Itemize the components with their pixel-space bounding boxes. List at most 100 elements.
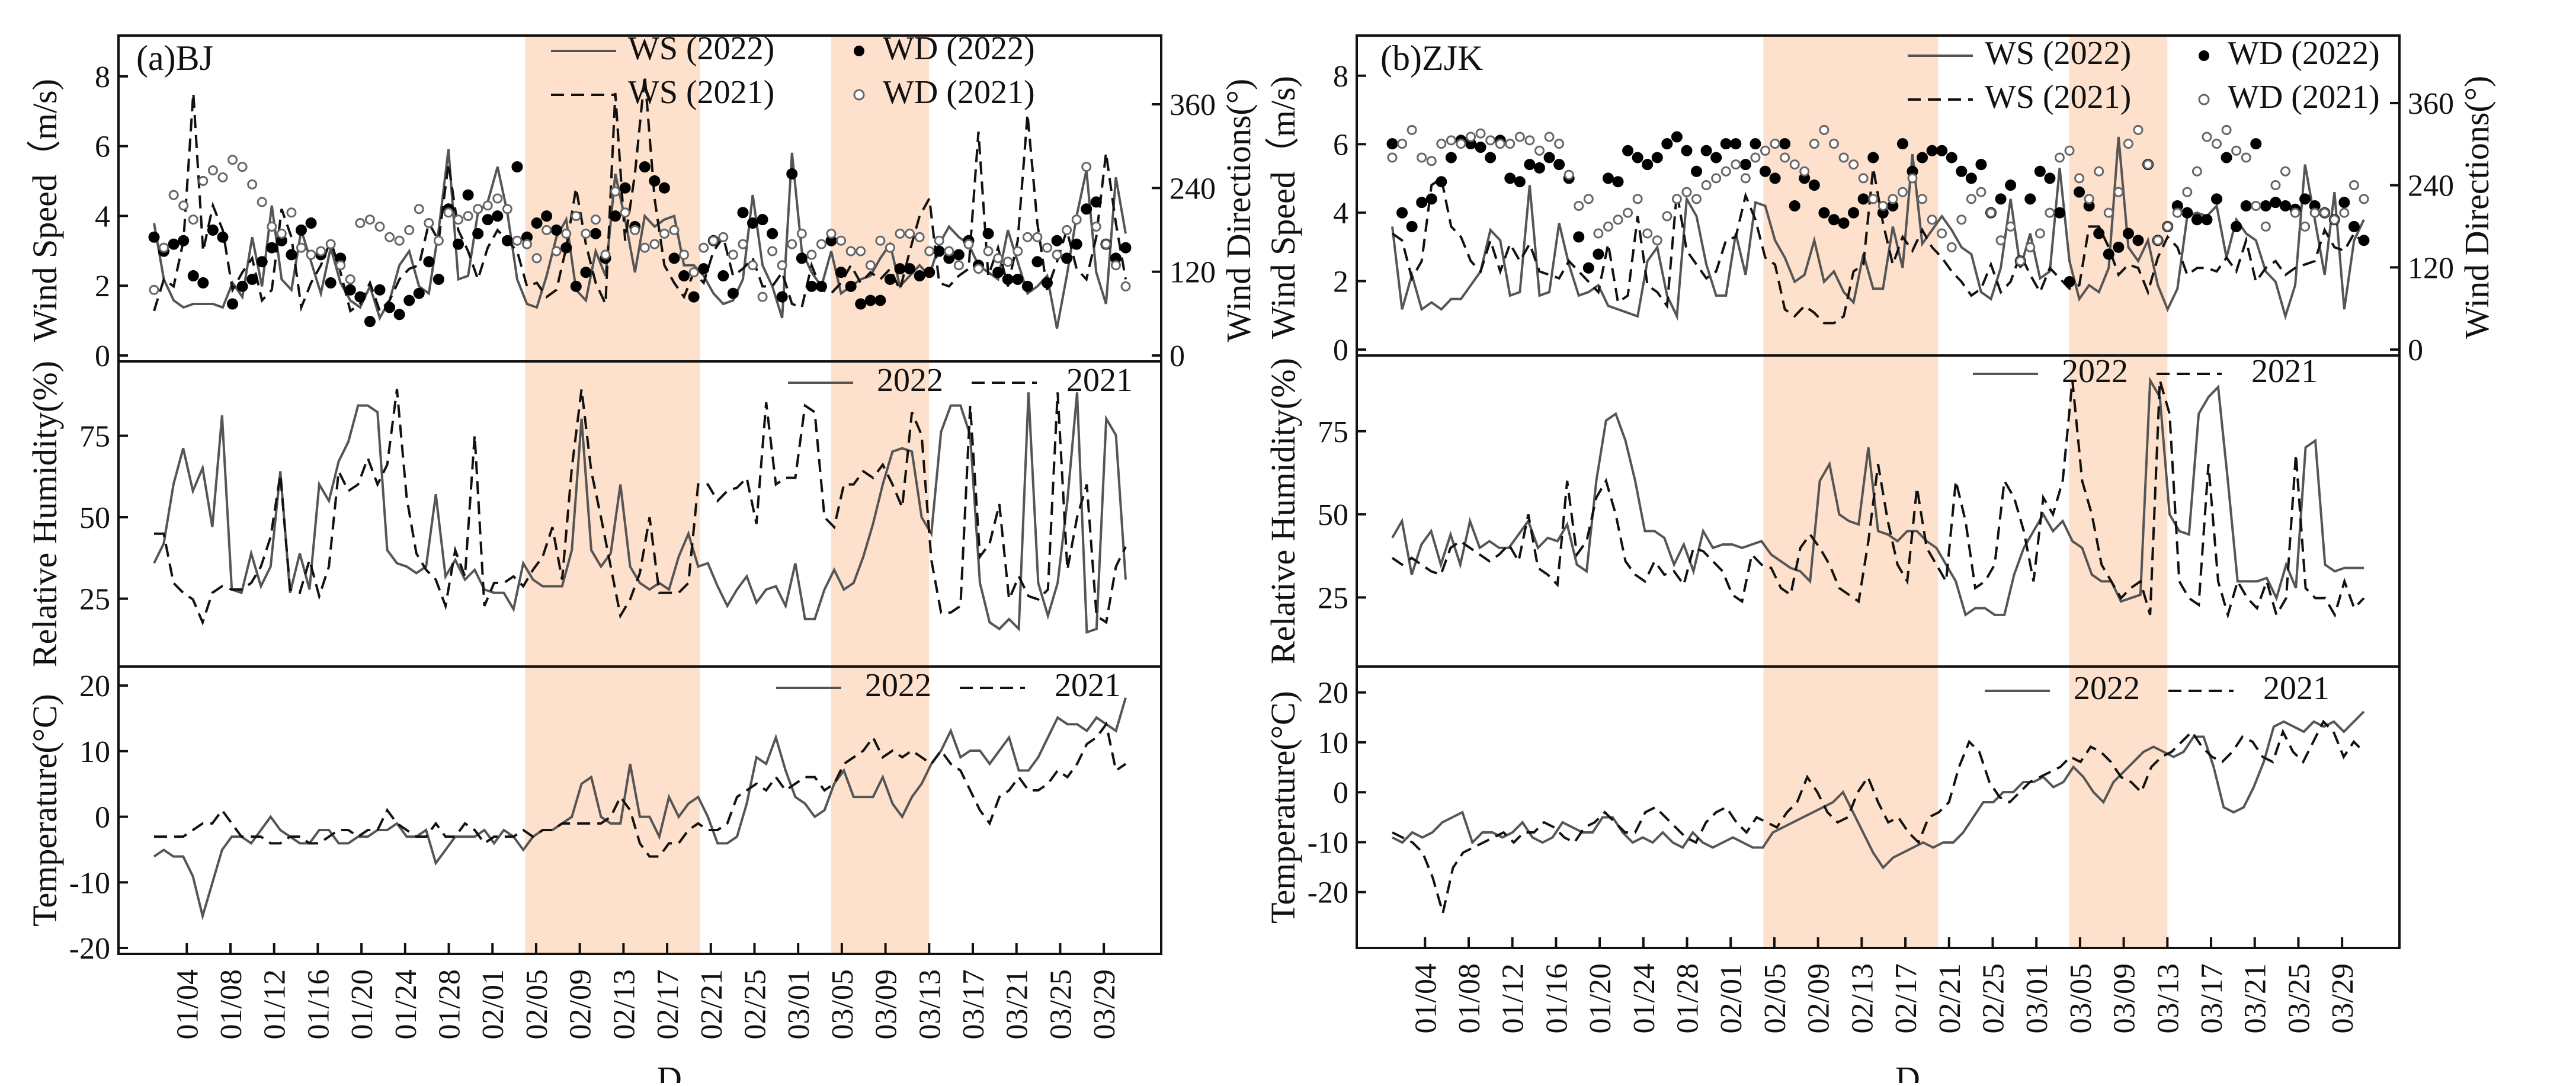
wd2021-point: [453, 214, 464, 225]
date-tick-label: 02/09: [1802, 963, 1836, 1033]
wd2021-point: [757, 291, 768, 302]
wd2021-point: [993, 253, 1004, 264]
wd2021-point: [2172, 207, 2183, 218]
wd2022-point: [1553, 159, 1565, 171]
wd2022-point: [2250, 138, 2262, 150]
t-line-2022: [1392, 710, 2365, 870]
wd2022-point: [1425, 193, 1437, 205]
wd2021-point: [1819, 124, 1830, 135]
wd2021-point: [1071, 214, 1082, 225]
wd2021-point: [1740, 173, 1751, 184]
wd2022-point: [786, 168, 798, 180]
wd2021-point: [620, 207, 630, 218]
ws-axis-tick-label: 2: [1333, 265, 1348, 299]
wd2022-point: [1651, 152, 1663, 164]
wd2022-point: [2103, 248, 2114, 260]
wd2022-point: [1445, 152, 1457, 164]
wd2021-point: [2251, 200, 2261, 211]
wd2021-point: [2064, 145, 2075, 156]
wd2021-point: [296, 242, 306, 253]
wd2021-point: [1593, 228, 1604, 239]
wd2021-point: [2309, 207, 2320, 218]
wd2021-point: [973, 264, 984, 274]
wd2021-point: [316, 246, 326, 257]
wd2021-point: [1956, 214, 1967, 225]
legend-rh2021-label: 2021: [1066, 362, 1133, 399]
wd2021-point: [905, 228, 915, 239]
wd2021-point: [1828, 139, 1839, 149]
wd2022-point: [511, 161, 523, 173]
wd2022-point: [1475, 141, 1486, 153]
wd2022-point: [1838, 217, 1850, 229]
wd2021-point: [1701, 180, 1712, 191]
wd2021-point: [787, 239, 797, 249]
wd2022-point: [413, 287, 425, 299]
wd2022-point: [2034, 165, 2046, 177]
legend-t2022-label: 2022: [2074, 670, 2140, 707]
wd2022-point: [2132, 235, 2144, 246]
date-tick-label: 02/13: [607, 969, 641, 1039]
wd2021-point: [669, 225, 680, 235]
legend-ws2021-label: WS (2021): [628, 74, 774, 111]
wd2022-point: [2240, 200, 2252, 212]
wd2021-point: [1888, 194, 1898, 204]
wd2021-point: [2359, 194, 2369, 204]
wd2022-point: [1632, 152, 1643, 164]
date-tick-label: 02/05: [520, 969, 554, 1039]
wd2021-point: [1858, 173, 1869, 184]
wd2022-point: [384, 302, 396, 313]
wd2021-point: [1966, 194, 1976, 204]
wd2021-point: [237, 162, 248, 172]
wd2021-point: [1937, 228, 1947, 239]
wd2022-point: [835, 267, 847, 278]
wd2022-point: [217, 231, 229, 243]
panel-title: (a)BJ: [136, 39, 213, 78]
legend-rh2022-label: 2022: [2062, 353, 2128, 390]
date-tick-label: 01/04: [1409, 963, 1443, 1033]
date-tick-label: 01/16: [302, 969, 335, 1039]
wd2021-point: [1848, 159, 1859, 170]
legend-ws2022-label: WS (2022): [628, 30, 774, 67]
rh-axis-tick-label: 75: [1318, 415, 1348, 449]
wd2021-point: [542, 225, 552, 235]
wd2021-point: [2202, 132, 2212, 142]
wd2021-point: [2290, 207, 2301, 218]
wd2022-point: [1012, 273, 1024, 285]
wd2022-point: [374, 284, 386, 296]
wd2021-point: [2113, 187, 2124, 197]
wd2022-point: [1061, 252, 1073, 264]
wd2021-point: [1554, 139, 1565, 149]
wd2021-point: [443, 207, 454, 218]
rh-axis-tick-label: 50: [1318, 498, 1348, 532]
ws-axis-tick-label: 8: [1333, 60, 1348, 94]
wd2022-point: [1681, 145, 1693, 156]
rh-line-2022: [1391, 376, 2364, 617]
wd2022-point: [1779, 138, 1791, 150]
wd2022-point: [1612, 176, 1624, 188]
wd2022-point: [1533, 162, 1545, 174]
wd2021-point: [1563, 169, 1574, 180]
wd2021-point: [1436, 139, 1447, 149]
wd2021-point: [571, 211, 581, 222]
wd2021-point: [1495, 139, 1505, 149]
wd2022-point: [678, 270, 690, 282]
wd2021-point: [1574, 200, 1584, 211]
wd-axis-tick-label: 360: [1170, 88, 1216, 122]
wd2021-point: [178, 200, 189, 211]
wd2022-point: [531, 217, 543, 229]
wd2021-point: [1603, 221, 1613, 232]
wd2022-point: [1021, 280, 1033, 292]
wd2022-point: [1720, 138, 1732, 150]
wd2022-point: [541, 210, 553, 222]
wd2021-point: [1110, 260, 1121, 271]
wd2022-point: [1593, 248, 1604, 260]
wd2022-point: [246, 273, 258, 285]
wd2021-point: [1456, 139, 1466, 149]
date-tick-label: 03/13: [913, 969, 947, 1039]
wd2021-point: [2221, 124, 2232, 135]
wd2021-point: [1731, 159, 1741, 170]
wd2022-point: [2338, 197, 2350, 209]
wd2021-point: [1613, 214, 1623, 225]
wd2021-point: [1681, 187, 1692, 197]
wd2022-point: [1524, 159, 1536, 171]
